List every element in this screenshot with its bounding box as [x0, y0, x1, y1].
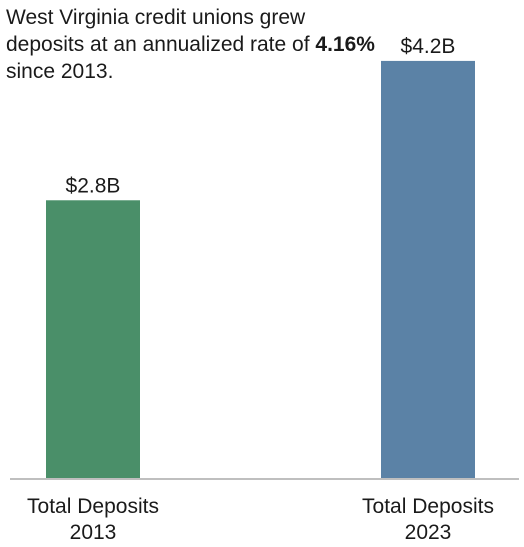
value-label-2: $4.2B: [401, 35, 456, 58]
x-tick-label-line: 2013: [69, 521, 117, 544]
bars-group: [46, 60, 475, 480]
x-tick-label-2: Total Deposits 2023: [328, 494, 524, 546]
x-tick-label-line: Total Deposits: [362, 495, 494, 518]
annotation-highlight: 4.16%: [315, 33, 375, 56]
annotation-text-end: since 2013.: [6, 60, 114, 83]
x-tick-label-line: Total Deposits: [27, 495, 159, 518]
x-tick-label-line: 2023: [404, 521, 452, 544]
bar-1: [46, 200, 140, 480]
chart-annotation: West Virginia credit unions grew deposit…: [6, 4, 386, 85]
value-label-1: $2.8B: [66, 174, 121, 197]
value-labels-group: $2.8B $4.2B: [66, 35, 456, 197]
x-tick-label-1: Total Deposits 2013: [0, 494, 193, 546]
annotation-text: West Virginia credit unions grew deposit…: [6, 6, 316, 56]
bar-2: [381, 60, 475, 480]
